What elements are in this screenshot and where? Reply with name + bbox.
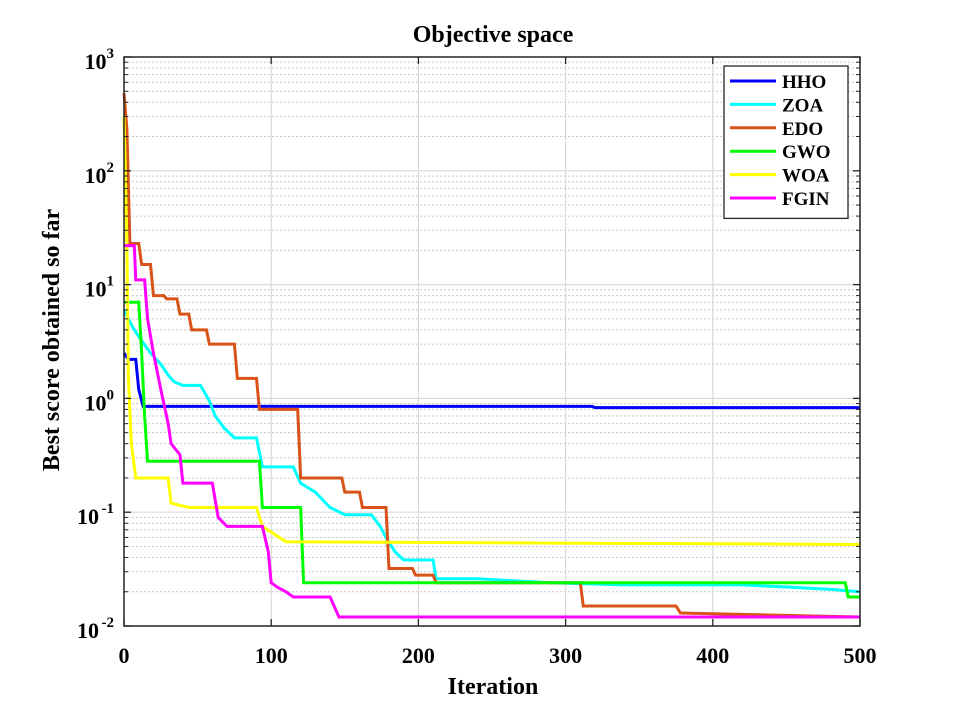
legend-label-fgin: FGIN — [782, 189, 830, 210]
y-axis-label: Best score obtained so far — [39, 209, 65, 472]
axes — [123, 56, 861, 627]
x-tick-label: 400 — [696, 643, 729, 668]
x-tick-label: 0 — [119, 643, 130, 668]
y-tick-label: 10 2 — [85, 160, 115, 188]
series-line-fgin — [124, 244, 860, 619]
x-tick-label: 500 — [844, 643, 877, 668]
x-tick-labels: 0 100 200 300 400 500 — [119, 643, 877, 668]
y-tick-label: 10 0 — [85, 387, 115, 415]
y-tick-label: 10 -1 — [77, 501, 114, 529]
x-tick-label: 300 — [549, 643, 582, 668]
y-tick-exponent: -1 — [102, 501, 115, 517]
y-tick-label: 10 -2 — [77, 615, 114, 643]
y-tick-base: 10 — [77, 618, 99, 643]
y-tick-exponent: 1 — [107, 274, 115, 290]
y-tick-exponent: 2 — [107, 160, 115, 176]
y-tick-base: 10 — [85, 49, 107, 74]
x-axis-label: Iteration — [448, 674, 539, 700]
legend-box — [723, 65, 849, 220]
x-tick-label: 100 — [255, 643, 288, 668]
series-line-edo — [122, 93, 861, 619]
axes-box — [123, 56, 861, 627]
y-tick-label: 10 1 — [85, 274, 115, 302]
y-tick-base: 10 — [85, 163, 107, 188]
y-tick-base: 10 — [85, 390, 107, 415]
series-line-zoa — [122, 309, 861, 594]
legend-label-gwo: GWO — [782, 142, 831, 163]
legend-label-hho: HHO — [782, 72, 826, 93]
legend-label-zoa: ZOA — [782, 95, 823, 116]
y-tick-base: 10 — [77, 504, 99, 529]
y-tick-exponent: 3 — [107, 46, 115, 62]
y-tick-base: 10 — [85, 277, 107, 302]
y-tick-exponent: 0 — [107, 387, 115, 403]
legend-label-woa: WOA — [782, 166, 830, 187]
chart-title: Objective space — [413, 22, 574, 48]
series-lines — [122, 93, 861, 619]
y-tick-exponent: -2 — [102, 615, 115, 631]
series-line-gwo — [124, 300, 860, 599]
legend-label-edo: EDO — [782, 119, 823, 140]
x-tick-label: 200 — [402, 643, 435, 668]
y-tick-label: 10 3 — [85, 46, 115, 74]
